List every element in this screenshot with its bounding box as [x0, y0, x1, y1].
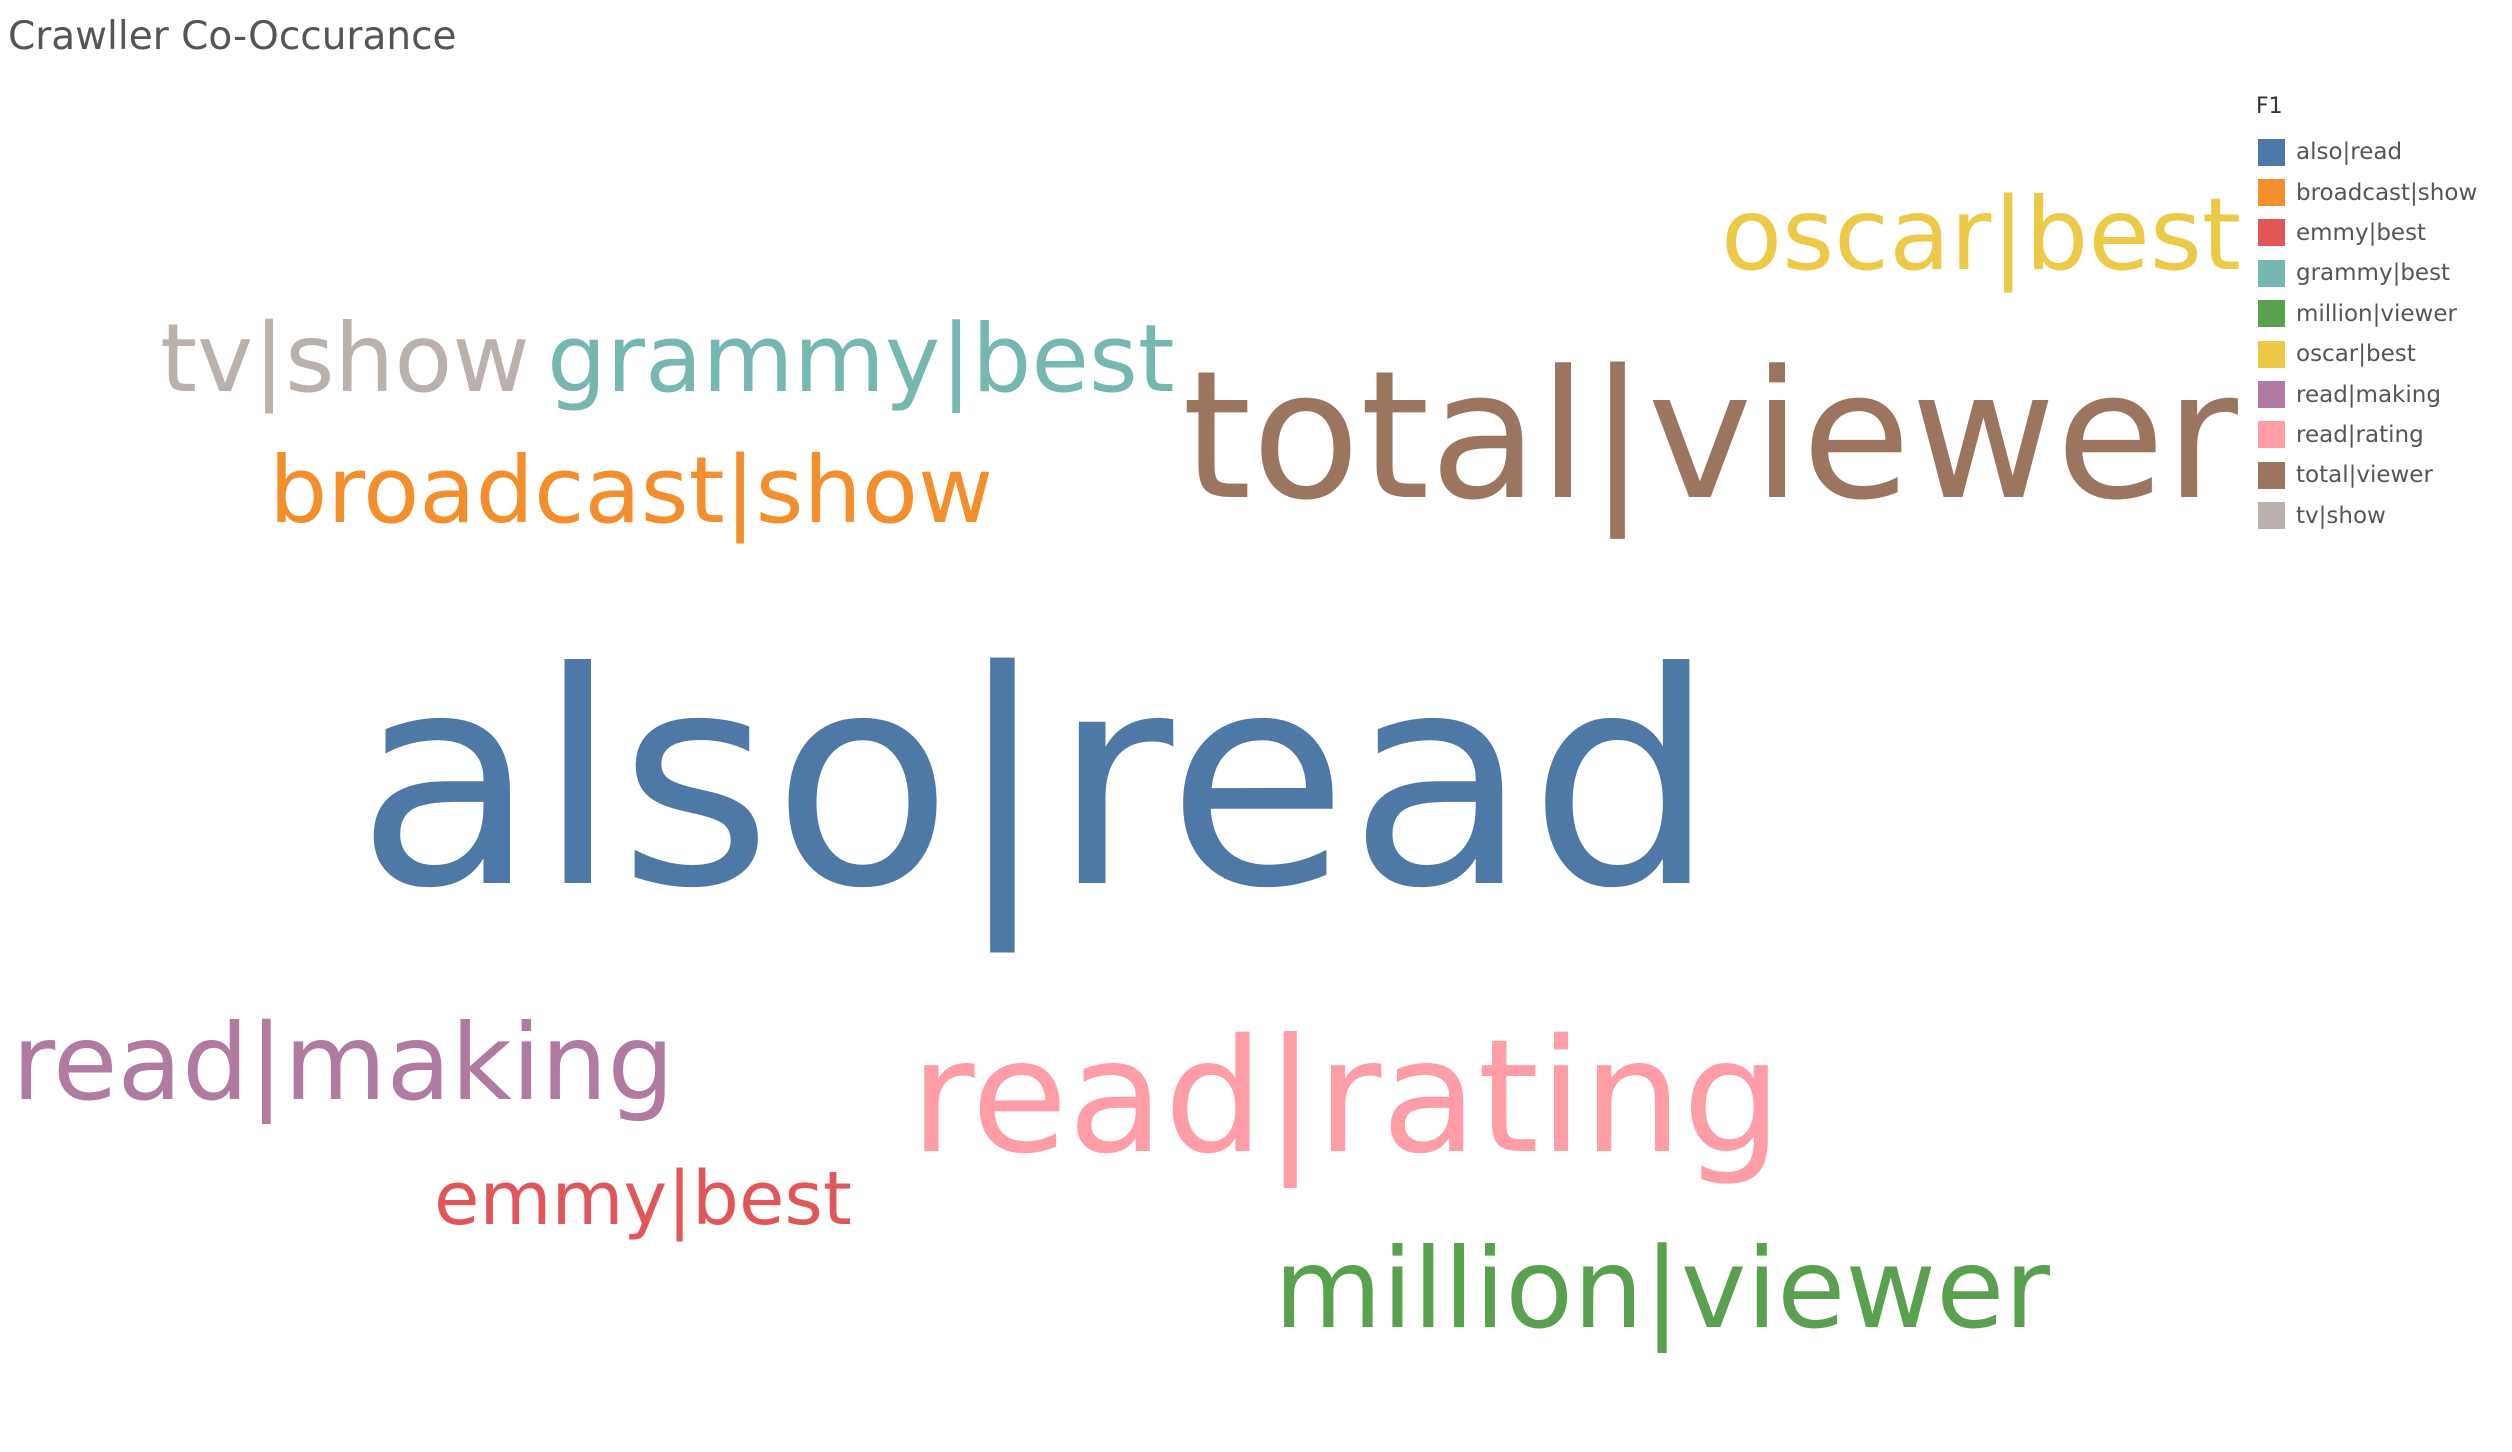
legend-label: read|making [2296, 381, 2441, 408]
legend-label: tv|show [2296, 502, 2386, 529]
legend-swatch [2258, 381, 2285, 409]
word-oscar-best: oscar|best [1721, 176, 2242, 294]
legend-swatch [2258, 179, 2285, 207]
legend-label: total|viewer [2296, 462, 2433, 489]
legend-swatch [2258, 340, 2285, 368]
word-total-viewer: total|viewer [1182, 332, 2238, 539]
legend-label: grammy|best [2296, 260, 2451, 287]
legend-label: broadcast|show [2296, 179, 2478, 206]
legend-label: read|rating [2296, 421, 2424, 448]
legend-swatch [2258, 502, 2285, 530]
legend: F1 also|read broadcast|show emmy|best gramm… [2256, 94, 2506, 536]
legend-item[interactable]: oscar|best [2256, 334, 2506, 374]
legend-item[interactable]: grammy|best [2256, 253, 2506, 293]
word-tv-show: tv|show [160, 303, 530, 414]
legend-item[interactable]: emmy|best [2256, 213, 2506, 253]
legend-item[interactable]: broadcast|show [2256, 172, 2506, 212]
legend-item[interactable]: also|read [2256, 132, 2506, 172]
chart-title: Crawller Co-Occurance [8, 14, 457, 59]
legend-swatch [2258, 138, 2285, 166]
legend-title: F1 [2256, 94, 2283, 119]
legend-item[interactable]: tv|show [2256, 496, 2506, 536]
word-also-read: also|read [356, 608, 1717, 953]
word-million-viewer: million|viewer [1274, 1224, 2050, 1354]
legend-swatch [2258, 219, 2285, 247]
legend-item[interactable]: read|making [2256, 374, 2506, 414]
word-grammy-best: grammy|best [547, 304, 1175, 414]
legend-label: also|read [2296, 139, 2403, 166]
legend-label: emmy|best [2296, 219, 2427, 246]
word-emmy-best: emmy|best [434, 1156, 852, 1243]
word-read-making: read|making [12, 1001, 675, 1125]
legend-item[interactable]: total|viewer [2256, 455, 2506, 495]
legend-swatch [2258, 421, 2285, 449]
legend-items: also|read broadcast|show emmy|best grammy|b… [2256, 132, 2506, 536]
word-read-rating: read|rating [910, 1005, 1783, 1189]
legend-label: million|viewer [2296, 300, 2457, 327]
legend-item[interactable]: read|rating [2256, 415, 2506, 455]
legend-swatch [2258, 461, 2285, 489]
word-broadcast-show: broadcast|show [269, 436, 994, 544]
legend-swatch [2258, 259, 2285, 287]
legend-swatch [2258, 300, 2285, 328]
legend-label: oscar|best [2296, 341, 2416, 368]
legend-item[interactable]: million|viewer [2256, 294, 2506, 334]
